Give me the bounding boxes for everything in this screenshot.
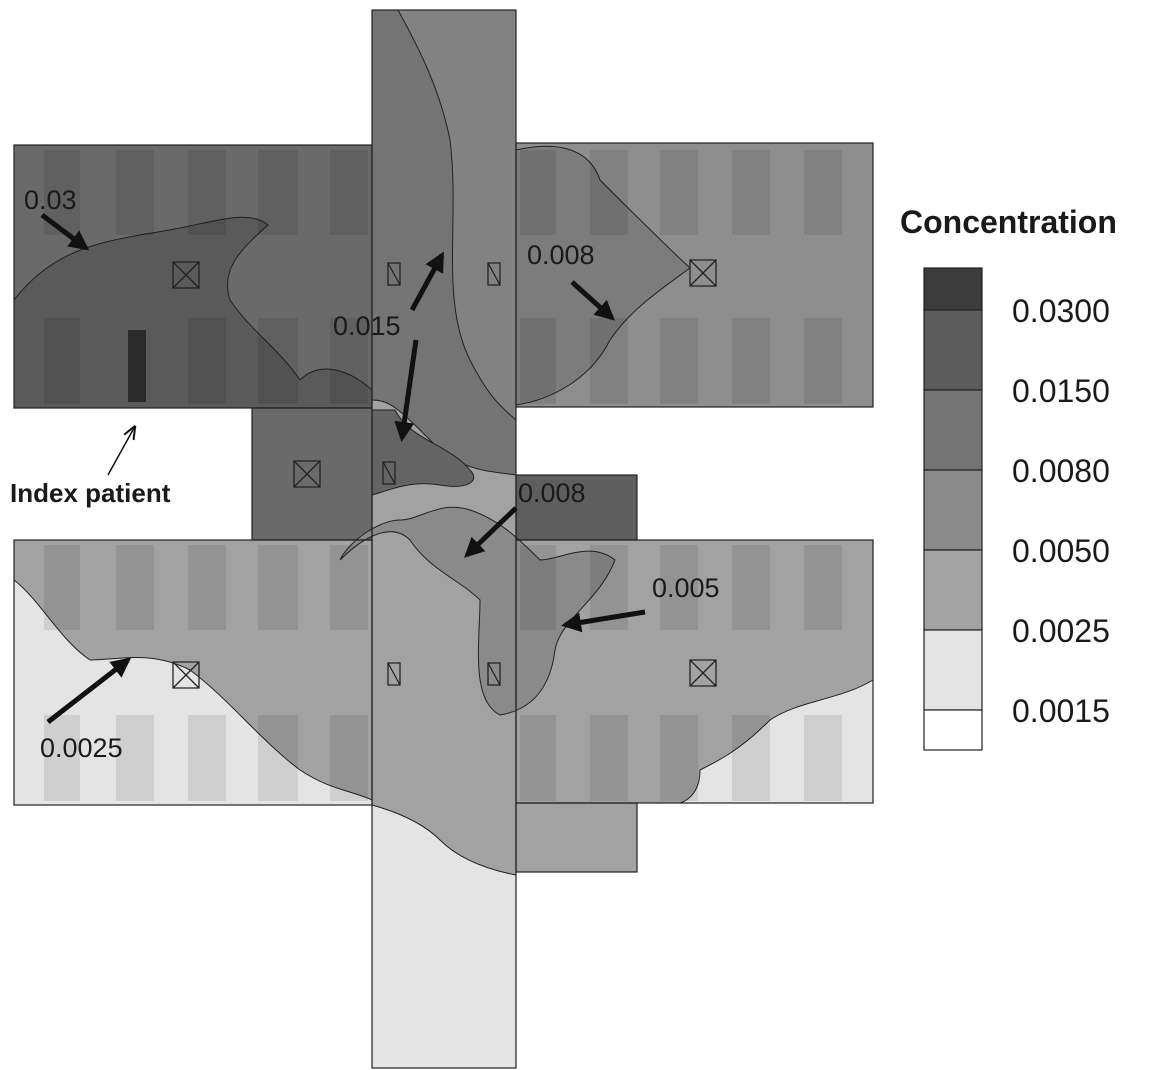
annotation: 0.008 <box>518 478 586 508</box>
floor-plan <box>13 9 874 1069</box>
annotation: 0.015 <box>333 311 401 341</box>
contour-region <box>13 216 373 409</box>
annotation: 0.0025 <box>40 733 123 763</box>
legend-label: 0.0300 <box>1012 293 1110 329</box>
legend-swatch <box>923 469 983 551</box>
contour-region <box>679 679 874 804</box>
beds <box>44 150 842 801</box>
annotation: 0.03 <box>24 185 77 215</box>
legend-label: 0.0025 <box>1012 613 1110 649</box>
contour-region <box>371 804 517 1069</box>
annotation: 0.008 <box>527 240 595 270</box>
wing <box>516 475 637 540</box>
legend-swatch <box>923 389 983 471</box>
legend-title: Concentration <box>900 204 1117 240</box>
legend-label: 0.0150 <box>1012 373 1110 409</box>
legend-label: 0.0050 <box>1012 533 1110 569</box>
legend-swatch <box>923 629 983 711</box>
index-patient-label: Index patient <box>10 478 171 508</box>
contour-region <box>13 578 373 806</box>
wing <box>516 803 637 872</box>
annotations: 0.03 0.015 0.008 0.008 0.005 0.0025 Inde… <box>10 185 720 763</box>
annotation: 0.005 <box>652 573 720 603</box>
legend-label: 0.0015 <box>1012 693 1110 729</box>
legend-swatch <box>923 267 983 311</box>
index-bed <box>128 330 146 402</box>
vent-symbols <box>172 259 717 689</box>
contour-region <box>397 9 517 422</box>
legend-swatch <box>923 709 983 751</box>
legend-label: 0.0080 <box>1012 453 1110 489</box>
legend: Concentration 0.0300 0.0150 0.0080 0.0050 0.… <box>900 204 1117 751</box>
legend-swatch <box>923 309 983 391</box>
legend-swatch <box>923 549 983 631</box>
arrows <box>40 213 646 724</box>
wing <box>252 408 372 540</box>
